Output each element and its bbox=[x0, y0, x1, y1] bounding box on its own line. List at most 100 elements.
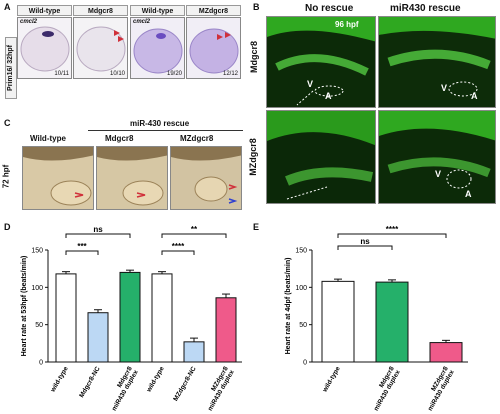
count-label: 12/12 bbox=[222, 71, 238, 77]
larva-2-drawing bbox=[97, 147, 167, 206]
category-label: wild-type bbox=[49, 365, 70, 394]
significance-bracket bbox=[161, 233, 227, 238]
significance-bracket bbox=[337, 233, 447, 238]
panel-c-image-3 bbox=[170, 146, 242, 210]
marker-label: cmcl2 bbox=[20, 19, 38, 25]
heart-fluorescence-1 bbox=[267, 17, 375, 106]
bar bbox=[215, 297, 237, 363]
y-tick-label: 100 bbox=[31, 285, 43, 292]
y-tick-label: 150 bbox=[31, 248, 43, 255]
bar bbox=[321, 280, 355, 363]
panel-a-col-4-title: MZdgcr8 bbox=[186, 5, 241, 16]
embryo-1-drawing bbox=[20, 26, 70, 72]
panel-b-col-2-title: miR430 rescue bbox=[390, 3, 461, 14]
panel-c-rescue-title: miR-430 rescue bbox=[130, 119, 190, 128]
panel-c-col-2-title: Mdgcr8 bbox=[105, 134, 134, 143]
panel-a-col-2-title: Mdgcr8 bbox=[73, 5, 128, 16]
atrium-label: A bbox=[325, 91, 332, 101]
ventricle-label: V bbox=[435, 169, 442, 179]
category-label: MZdgcr8-NC bbox=[172, 365, 198, 402]
significance-bracket bbox=[65, 233, 131, 238]
panel-c-col-1-title: Wild-type bbox=[30, 134, 66, 143]
panel-a-image-1: cmcl2 10/11 bbox=[17, 17, 72, 79]
category-label: wild-type bbox=[321, 365, 342, 394]
heart-fluorescence-4 bbox=[379, 111, 495, 189]
count-label: 19/20 bbox=[166, 71, 182, 77]
significance-label: *** bbox=[77, 242, 87, 251]
y-tick-label: 50 bbox=[299, 322, 307, 329]
category-label-line: Mdgcr8-NC bbox=[78, 365, 102, 399]
significance-label: **** bbox=[386, 225, 399, 234]
marker-label: cmcl2 bbox=[133, 19, 151, 25]
rescue-bracket bbox=[88, 130, 243, 131]
panel-c-letter: C bbox=[4, 118, 11, 128]
category-label: Mdgcr8miR430 duplex bbox=[367, 365, 402, 412]
y-axis-label: Heart rate at 4dpf (beats/min) bbox=[285, 258, 292, 355]
atrium-label: A bbox=[465, 189, 472, 199]
panel-b-row-2-label: MZdgcr8 bbox=[247, 138, 258, 176]
significance-label: ns bbox=[360, 237, 370, 246]
stage-label: 96 hpf bbox=[335, 20, 359, 29]
panel-b-image-1: 96 hpf V A bbox=[266, 16, 376, 108]
panel-a-image-3: cmcl2 19/20 bbox=[130, 17, 185, 79]
bar bbox=[429, 342, 463, 363]
count-label: 10/10 bbox=[109, 71, 125, 77]
ventricle-label: V bbox=[307, 79, 314, 89]
heart-fluorescence-2 bbox=[379, 17, 495, 97]
bar bbox=[87, 312, 109, 363]
panel-a-side-label: Prim16/ 32hpf bbox=[5, 37, 17, 99]
category-label: Mdgcr8miR430 duplex bbox=[105, 365, 140, 412]
larva-1-drawing bbox=[23, 147, 93, 206]
category-label: Mdgcr8-NC bbox=[78, 365, 102, 399]
panel-b-letter: B bbox=[253, 2, 260, 12]
bar bbox=[55, 273, 77, 363]
category-label: wild-type bbox=[145, 365, 166, 394]
bar bbox=[119, 271, 141, 363]
y-tick-label: 100 bbox=[295, 285, 307, 292]
significance-label: **** bbox=[172, 242, 185, 251]
larva-3-drawing bbox=[171, 147, 241, 204]
bar bbox=[375, 281, 409, 363]
significance-label: ns bbox=[93, 225, 103, 234]
panel-e-letter: E bbox=[253, 222, 260, 232]
panel-a-col-3-title: Wild-type bbox=[130, 5, 185, 16]
category-label-line: wild-type bbox=[49, 365, 70, 394]
category-label-line: wild-type bbox=[145, 365, 166, 394]
panel-b-col-1-title: No rescue bbox=[305, 3, 354, 14]
y-tick-label: 0 bbox=[39, 360, 43, 367]
y-tick-label: 50 bbox=[35, 322, 43, 329]
embryo-3-drawing bbox=[133, 28, 183, 74]
panel-a-image-4: 12/12 bbox=[186, 17, 241, 79]
panel-a-col-1-title: Wild-type bbox=[17, 5, 72, 16]
bar bbox=[151, 273, 173, 363]
y-tick-label: 150 bbox=[295, 248, 307, 255]
heart-fluorescence-3 bbox=[267, 111, 375, 200]
category-label-line: wild-type bbox=[321, 365, 342, 394]
panel-b-row-1-label: Mdgcr8 bbox=[249, 40, 260, 74]
significance-bracket bbox=[65, 250, 99, 255]
count-label: 10/11 bbox=[54, 71, 69, 77]
bar bbox=[183, 341, 205, 363]
panel-b-image-2: V A bbox=[378, 16, 496, 108]
significance-bracket bbox=[161, 250, 195, 255]
y-tick-label: 0 bbox=[303, 360, 307, 367]
panel-c-stage: 72 hpf bbox=[1, 164, 11, 189]
embryo-4-drawing bbox=[189, 28, 239, 74]
category-label: MZdgcr8miR430 duplex bbox=[421, 365, 456, 412]
panel-c-image-1 bbox=[22, 146, 94, 210]
panel-d-letter: D bbox=[4, 222, 11, 232]
embryo-2-drawing bbox=[76, 26, 126, 72]
significance-label: ** bbox=[191, 225, 198, 234]
y-axis-label: Heart rate at 53hpf (beats/min) bbox=[21, 256, 28, 357]
panel-b-image-3 bbox=[266, 110, 376, 204]
panel-a-image-2: 10/10 bbox=[73, 17, 128, 79]
ventricle-label: V bbox=[441, 83, 448, 93]
significance-bracket bbox=[337, 245, 393, 250]
atrium-label: A bbox=[471, 91, 478, 101]
panel-c-image-2 bbox=[96, 146, 168, 210]
panel-b-image-4: V A bbox=[378, 110, 496, 204]
panel-a-letter: A bbox=[4, 2, 11, 12]
panel-c-col-3-title: MZdgcr8 bbox=[180, 134, 214, 143]
category-label: MZdgcr8miR430 duplex bbox=[201, 365, 236, 412]
